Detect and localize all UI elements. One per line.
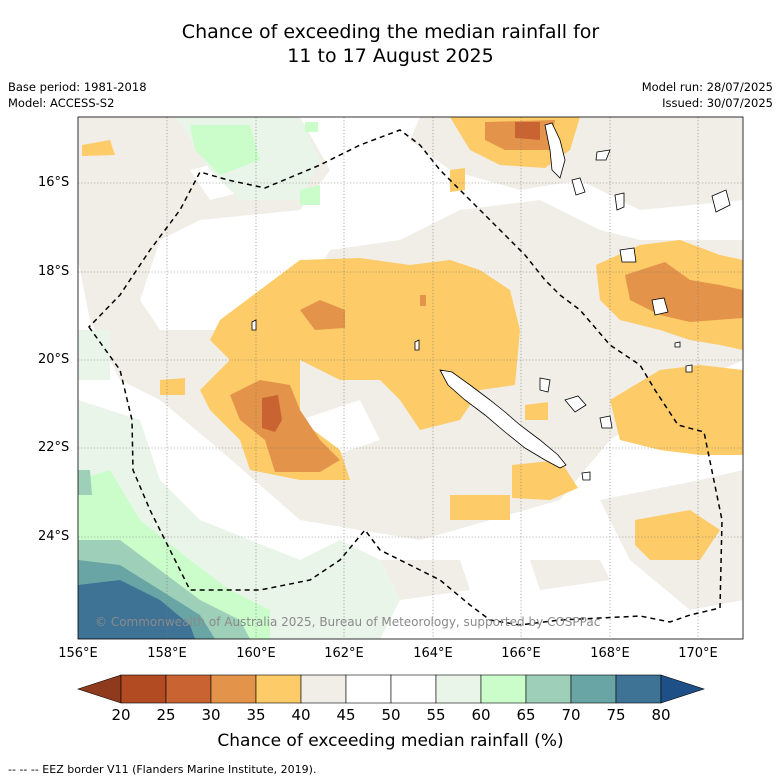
vanuatu-islands [544, 122, 566, 179]
model-run-text: Model run: 28/07/2025 [641, 80, 773, 94]
eez-border [88, 129, 723, 626]
lat-label-20s: 20°S [38, 352, 70, 367]
colorbar-tick-label: 30 [201, 706, 221, 724]
colorbar-bin [525, 674, 572, 704]
colorbar [77, 674, 705, 704]
colorbar-bin [480, 674, 527, 704]
lat-label-16s: 16°S [38, 175, 70, 190]
colorbar-bin [615, 674, 662, 704]
lat-label-24s: 24°S [38, 529, 70, 544]
colorbar-tick-label: 55 [426, 706, 446, 724]
colorbar-tick-label: 60 [471, 706, 491, 724]
colorbar-extend-high [660, 674, 705, 704]
colorbar-tick-label: 65 [516, 706, 536, 724]
lon-label-162e: 162°E [324, 646, 364, 661]
lon-label-156e: 156°E [58, 646, 98, 661]
coastlines [251, 122, 731, 481]
colorbar-bin [570, 674, 617, 704]
lon-label-168e: 168°E [590, 646, 630, 661]
lat-label-22s: 22°S [38, 440, 70, 455]
colorbar-tick-label: 75 [606, 706, 626, 724]
colorbar-bin [345, 674, 392, 704]
map-title-line2: 11 to 17 August 2025 [287, 45, 494, 67]
colorbar-bin [210, 674, 257, 704]
lon-label-158e: 158°E [147, 646, 187, 661]
colorbar-bin [120, 674, 167, 704]
loyalty-islands [539, 377, 551, 393]
issued-text: Issued: 30/07/2025 [662, 96, 773, 110]
colorbar-bin [165, 674, 212, 704]
map-title-line1: Chance of exceeding the median rainfall … [181, 21, 600, 43]
map-frame [77, 116, 744, 640]
colorbar-tick-label: 80 [651, 706, 671, 724]
model-text: Model: ACCESS-S2 [8, 96, 115, 110]
colorbar-tick-label: 40 [291, 706, 311, 724]
colorbar-bin [255, 674, 302, 704]
copyright-text: © Commonwealth of Australia 2025, Bureau… [95, 615, 601, 629]
colorbar-tick-label: 45 [336, 706, 356, 724]
lon-label-160e: 160°E [236, 646, 276, 661]
lon-label-166e: 166°E [501, 646, 541, 661]
probability-field [78, 117, 743, 639]
colorbar-bin [390, 674, 437, 704]
colorbar-extend-low [77, 674, 122, 704]
colorbar-bin [435, 674, 482, 704]
colorbar-tick-label: 35 [246, 706, 266, 724]
lat-label-18s: 18°S [38, 264, 70, 279]
colorbar-tick-label: 50 [381, 706, 401, 724]
lon-label-170e: 170°E [678, 646, 718, 661]
eez-legend-text: -- -- -- EEZ border V11 (Flanders Marine… [8, 763, 317, 776]
colorbar-tick-label: 20 [111, 706, 131, 724]
colorbar-title: Chance of exceeding median rainfall (%) [217, 731, 564, 751]
colorbar-tick-label: 70 [561, 706, 581, 724]
base-period-text: Base period: 1981-2018 [8, 80, 147, 94]
lon-label-164e: 164°E [413, 646, 453, 661]
colorbar-tick-label: 25 [156, 706, 176, 724]
gridlines [78, 117, 743, 639]
colorbar-bin [300, 674, 347, 704]
new-caledonia-island [439, 369, 567, 469]
